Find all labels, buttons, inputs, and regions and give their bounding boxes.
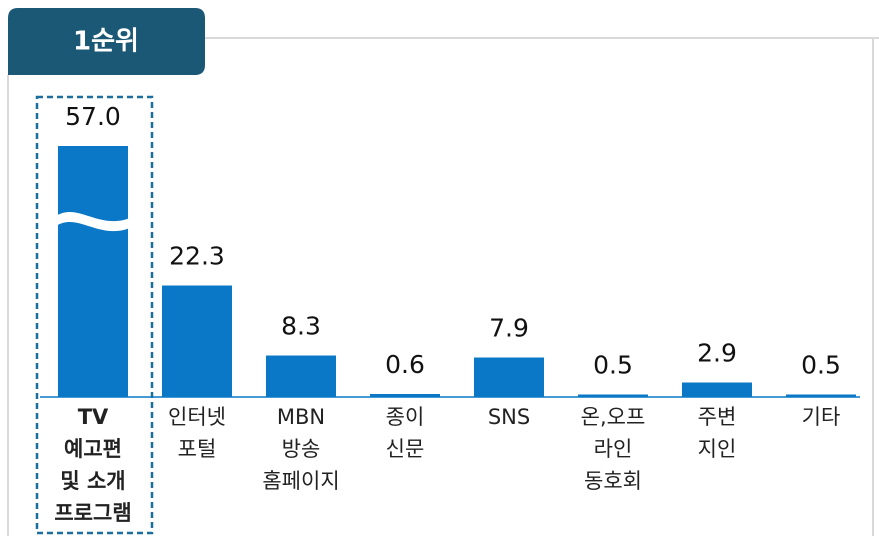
value-label: 0.5 [801, 351, 841, 380]
axis-break [56, 211, 130, 232]
x-tick-label: 지인 [698, 437, 737, 461]
value-label: 7.9 [489, 314, 529, 343]
value-label: 0.5 [593, 351, 633, 380]
x-tick-label: MBN [277, 405, 325, 429]
bar [474, 357, 544, 397]
x-tick-label: TV [78, 405, 109, 429]
x-tick-label: 예고편 [64, 437, 122, 461]
value-label: 2.9 [697, 339, 737, 368]
value-label: 22.3 [169, 242, 225, 271]
x-tick-label: 방송 [282, 437, 321, 461]
x-tick-label: 인터넷 [168, 405, 226, 429]
x-tick-label: 홈페이지 [262, 469, 339, 493]
value-label: 8.3 [281, 312, 321, 341]
bar [58, 146, 128, 397]
x-tick-label: 및 소개 [60, 469, 125, 493]
bar [162, 285, 232, 397]
value-label: 0.6 [385, 350, 425, 379]
bar [682, 382, 752, 397]
x-tick-label: 라인 [594, 437, 633, 461]
x-tick-label: SNS [488, 405, 530, 429]
bar [786, 394, 856, 397]
chart-title: 1순위 [73, 27, 139, 57]
x-tick-label: 주변 [698, 405, 737, 429]
bar [578, 394, 648, 397]
value-label: 57.0 [65, 102, 121, 131]
x-tick-label: 종이 [386, 405, 425, 429]
x-tick-label: 신문 [386, 437, 425, 461]
bar [370, 394, 440, 397]
title-tab [8, 8, 205, 75]
x-tick-label: 포털 [178, 437, 217, 461]
highlight-box [35, 95, 154, 535]
bar [266, 355, 336, 397]
x-tick-label: 프로그램 [54, 501, 131, 525]
x-tick-label: 온,오프 [581, 405, 646, 429]
x-tick-label: 동호회 [584, 469, 642, 493]
x-tick-label: 기타 [802, 405, 841, 429]
